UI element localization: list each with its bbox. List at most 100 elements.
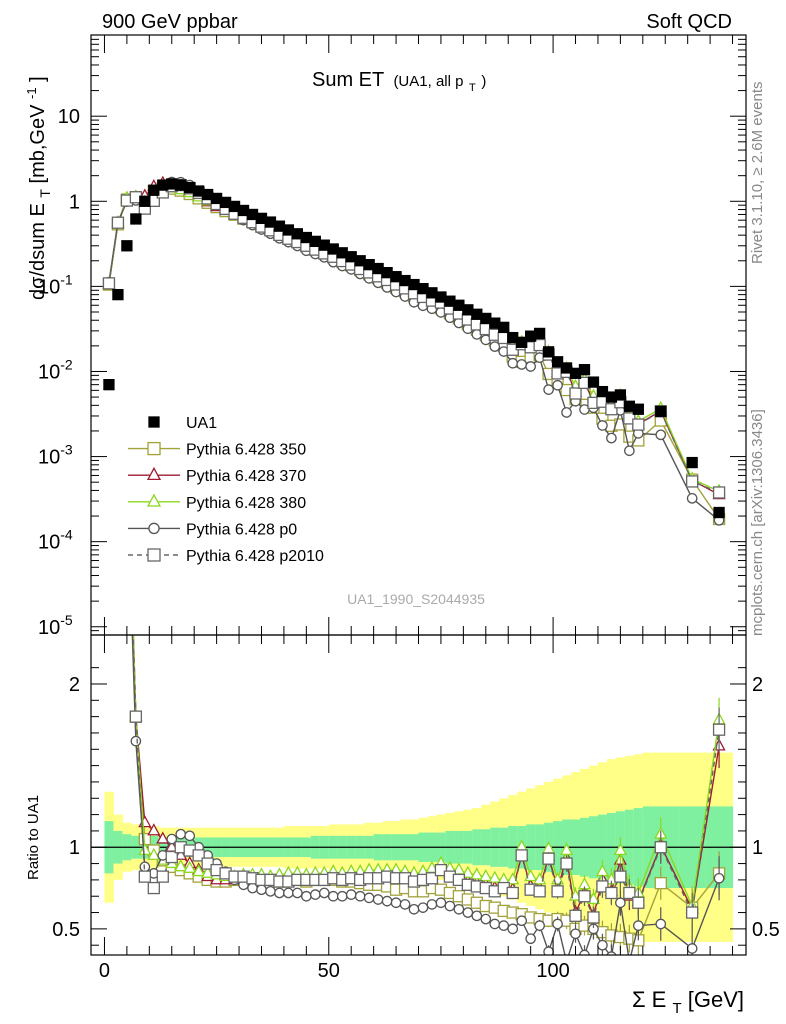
series-point-ratio-p0 (292, 887, 303, 899)
y-tick-label-top: 10-1 (38, 271, 73, 298)
series-point-ratio-p2010 (542, 852, 555, 865)
series-point-top-p0 (597, 420, 608, 431)
series-point-ratio-p0 (426, 899, 438, 910)
series-point-ratio-p0 (498, 920, 510, 931)
y-axis-label-bottom: Ratio to UA1 (25, 795, 42, 880)
series-point-top-p2010 (712, 486, 726, 499)
series-point-ratio-p0 (274, 887, 285, 899)
legend-marker-ua1 (148, 416, 160, 428)
data-point-ua1 (498, 321, 510, 334)
series-point-ratio-p0 (597, 939, 608, 951)
series-point-ratio-p0 (471, 910, 483, 922)
y-tick-exp: -4 (60, 527, 73, 543)
series-point-ratio-p0 (390, 897, 402, 909)
y-tick-label-top: 1 (69, 191, 80, 213)
series-point-ratio-p0 (301, 890, 312, 902)
series-point-ratio-p0 (453, 903, 465, 915)
data-point-ua1 (632, 403, 644, 415)
legend-label-p380: Pythia 6.428 380 (186, 495, 306, 512)
series-point-ratio-p0 (309, 889, 321, 900)
series-point-ratio-p2010 (569, 909, 582, 922)
data-point-ua1 (614, 389, 627, 401)
series-point-ratio-p0 (372, 894, 384, 905)
series-point-ratio-p0 (166, 833, 178, 845)
x-tick-label: 50 (318, 960, 340, 982)
y-label-top-end: ] (27, 76, 49, 82)
data-point-ua1 (103, 379, 115, 391)
series-point-ratio-p0 (327, 890, 339, 902)
series-point-ratio-p0 (354, 890, 366, 902)
series-point-ratio-p0 (615, 897, 626, 909)
side-text-rivet: Rivet 3.1.10, ≥ 2.6M events (749, 82, 766, 265)
series-point-ratio-p2010 (156, 870, 169, 883)
series-point-ratio-p2010 (192, 849, 205, 862)
y-label-top-unit: [mb,GeV (27, 104, 49, 184)
series-point-ratio-p2010 (533, 885, 546, 898)
y-tick-exp: -5 (60, 612, 73, 628)
series-point-ratio-p2010 (605, 886, 618, 900)
data-point-ua1 (533, 327, 546, 340)
y-tick-exp: -2 (60, 356, 73, 372)
series-point-ratio-p380 (174, 859, 188, 872)
series-point-ratio-p2010 (138, 870, 151, 883)
series-point-ratio-p0 (435, 897, 447, 909)
data-point-ua1 (130, 213, 142, 225)
series-point-ratio-p2010 (434, 863, 448, 877)
series-point-ratio-p370 (156, 831, 170, 844)
legend-marker-p0 (148, 522, 160, 535)
y-tick-label-top: 10-4 (38, 527, 73, 554)
series-point-ratio-p0 (579, 949, 590, 955)
series-point-ratio-p2010 (686, 906, 699, 919)
y-label-top-sup: -1 (24, 87, 39, 99)
series-point-ratio-p0 (655, 918, 667, 930)
top-clipped (102, 175, 726, 526)
ratio-plot-panel: 0 50 100 2 2 1 1 0.5 0.5 Ratio to UA1 (25, 634, 780, 982)
y-tick-exp: -3 (60, 442, 73, 458)
y-tick-base: 10 (38, 532, 60, 554)
series-point-ratio-p0 (686, 943, 698, 954)
series-point-top-p2010 (605, 403, 618, 416)
y-label-top-pre: dσ/dsum E (27, 203, 49, 300)
y-tick-label-top: 10-2 (38, 356, 73, 383)
main-plot-marks (102, 175, 726, 526)
x-label-main: Σ E (632, 987, 666, 1012)
series-point-ratio-p380 (559, 842, 574, 856)
data-point-ua1 (686, 456, 698, 469)
series-point-ratio-p0 (507, 923, 519, 935)
series-point-top-p2010 (632, 418, 645, 431)
series-point-top-p2010 (686, 475, 699, 488)
data-point-ua1 (121, 240, 133, 252)
series-point-top-p2010 (102, 277, 116, 290)
data-point-ua1 (578, 364, 591, 376)
series-point-ratio-p0 (552, 918, 563, 930)
legend: UA1 Pythia 6.428 350 Pythia 6.428 370 Pythi… (128, 415, 324, 565)
series-point-ratio-p2010 (425, 872, 439, 885)
series-point-ratio-p0 (363, 892, 375, 904)
series-point-top-p0 (561, 407, 572, 418)
legend-label-p350: Pythia 6.428 350 (186, 442, 306, 459)
series-point-ratio-p2010 (515, 849, 528, 862)
series-point-ratio-p2010 (560, 857, 573, 870)
legend-marker-p2010 (147, 548, 161, 562)
y-tick-label-bottom-right: 2 (752, 674, 763, 696)
series-point-ratio-p2010 (201, 857, 214, 870)
series-point-ratio-p380 (147, 847, 161, 860)
y-tick-label-top: 10 (58, 106, 80, 128)
series-point-ratio-p2010 (596, 880, 609, 893)
y-tick-label-bottom-left: 1 (69, 837, 80, 859)
x-tick-label: 0 (99, 960, 110, 982)
ratio-plot-marks (129, 635, 726, 955)
series-point-ratio-p0 (462, 907, 474, 918)
legend-label-p0: Pythia 6.428 p0 (186, 521, 297, 538)
series-point-ratio-p0 (606, 951, 617, 955)
legend-label-p370: Pythia 6.428 370 (186, 468, 306, 485)
legend-label-data: UA1 (186, 415, 217, 432)
series-point-ratio-p0 (130, 735, 142, 747)
series-point-ratio-p380 (183, 860, 197, 873)
legend-marker-p370 (146, 466, 162, 481)
series-point-ratio-p2010 (712, 723, 726, 736)
series-point-ratio-p0 (381, 895, 393, 907)
series-point-ratio-p2010 (614, 870, 627, 883)
y-tick-label-bottom-right: 0.5 (752, 919, 780, 941)
